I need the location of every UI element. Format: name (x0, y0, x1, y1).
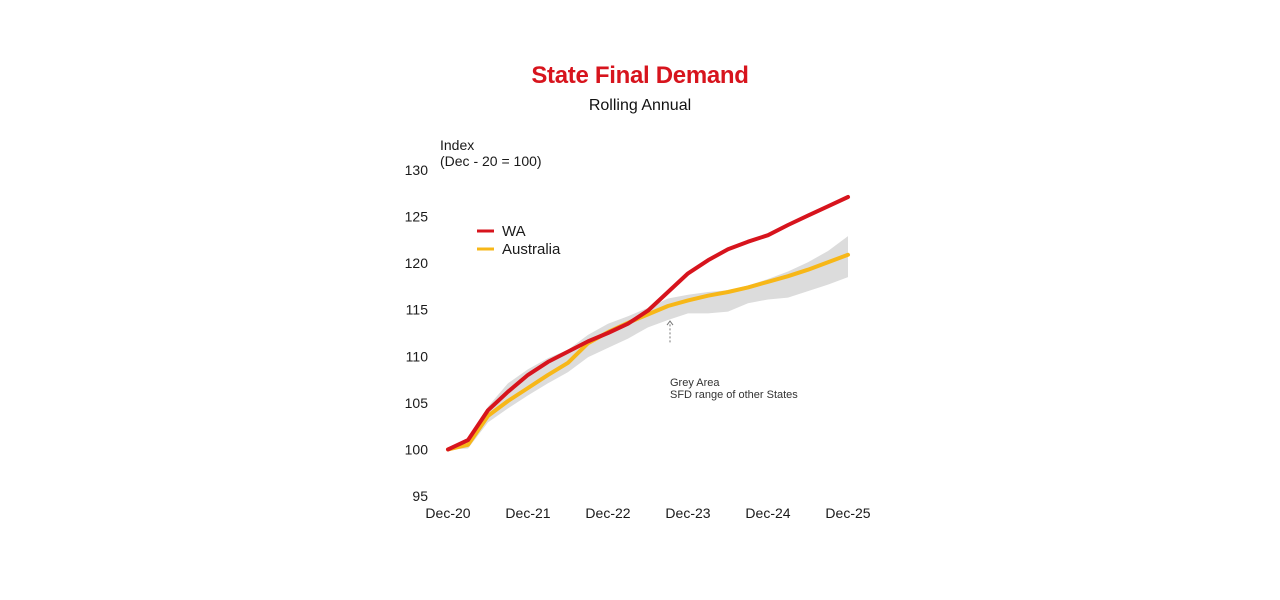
x-tick-label: Dec-24 (745, 505, 790, 521)
legend-label-wa: WA (502, 223, 526, 240)
series-line-wa (446, 195, 850, 452)
annotation-title: Grey Area (670, 377, 720, 389)
x-tick-label: Dec-21 (505, 505, 550, 521)
y-tick-label: 100 (405, 441, 429, 457)
chart-subtitle: Rolling Annual (588, 97, 692, 114)
series-line-australia (446, 252, 850, 452)
y-tick-label: 130 (405, 162, 429, 178)
x-tick-label: Dec-23 (665, 505, 710, 521)
x-tick-label: Dec-22 (585, 505, 630, 521)
chart-title: State Final Demand (531, 62, 749, 89)
y-axis-label-note: (Dec - 20 = 100) (440, 153, 542, 169)
y-tick-label: 105 (405, 395, 429, 411)
legend-label-australia: Australia (502, 241, 561, 258)
y-axis-label: Index (440, 137, 474, 153)
y-tick-label: 115 (406, 302, 429, 318)
x-tick-label: Dec-20 (425, 505, 470, 521)
y-tick-label: 120 (405, 255, 429, 271)
annotation-arrow-head (666, 320, 674, 326)
y-tick-label: 110 (406, 348, 429, 364)
other-states-range-band (448, 236, 848, 450)
x-tick-label: Dec-25 (825, 505, 870, 521)
annotation-text: SFD range of other States (670, 389, 798, 401)
y-tick-label: 125 (405, 209, 429, 225)
y-tick-label: 95 (412, 488, 428, 504)
